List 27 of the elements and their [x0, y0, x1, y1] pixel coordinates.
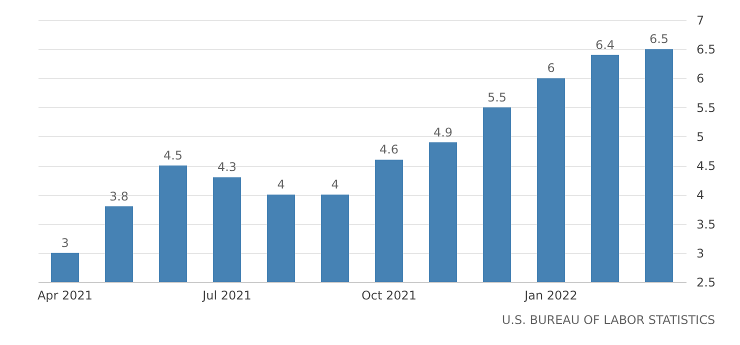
data-label: 6.4	[595, 38, 615, 52]
y-tick-label: 4.5	[696, 159, 716, 174]
y-tick-label: 5	[696, 130, 704, 144]
y-tick-label: 3.5	[696, 217, 716, 232]
text: U.S. BUREAU OF LABOR STATISTICS	[502, 313, 716, 327]
y-tick-label: 3	[696, 246, 704, 260]
data-label: 4.9	[433, 125, 453, 140]
y-tick-label: 6.5	[696, 42, 716, 57]
data-label: 4.6	[379, 142, 399, 157]
data-label: 3	[61, 236, 69, 250]
data-label: 4	[277, 178, 285, 192]
y-tick-label: 2.5	[696, 276, 716, 290]
data-label: 5.5	[487, 90, 507, 104]
data-label: 3.8	[109, 189, 129, 204]
x-tick-label: Jul 2021	[202, 288, 252, 302]
data-label: 4	[331, 178, 339, 192]
data-label: 6	[547, 61, 555, 76]
y-tick-label: 5.5	[696, 100, 716, 115]
data-label: 6.5	[649, 32, 669, 46]
data-label: 4.3	[217, 160, 237, 174]
x-tick-label: Jan 2022	[524, 288, 578, 302]
x-tick-label: Oct 2021	[361, 288, 417, 302]
y-tick-label: 6	[696, 72, 704, 86]
data-label: 4.5	[163, 148, 183, 163]
x-tick-label: Apr 2021	[37, 288, 93, 302]
y-tick-label: 4	[696, 188, 704, 202]
y-tick-label: 7	[696, 14, 704, 28]
